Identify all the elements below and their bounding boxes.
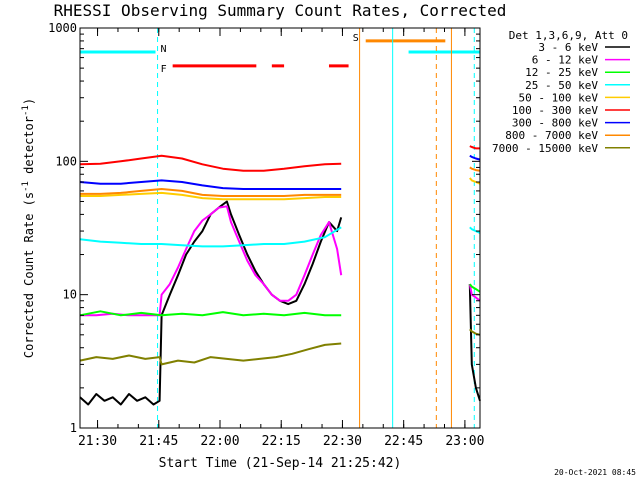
x-tick-label: 23:00 <box>445 434 484 449</box>
series-line <box>469 177 481 185</box>
series-line <box>468 283 481 302</box>
series-line <box>469 166 481 172</box>
x-tick-label: 22:00 <box>200 434 239 449</box>
series-line <box>469 145 480 150</box>
y-tick-label: 100 <box>55 154 77 168</box>
flag-label: F <box>161 64 167 75</box>
legend-label: 300 - 800 keV <box>512 117 598 130</box>
series-lines <box>79 145 481 406</box>
legend-label: 7000 - 15000 keV <box>492 142 598 155</box>
x-tick-label: 21:45 <box>139 434 178 449</box>
y-axis-label: Corrected Count Rate (s-1 detector-1) <box>21 98 36 358</box>
chart-title: RHESSI Observing Summary Count Rates, Co… <box>54 1 507 20</box>
footer-timestamp: 20-Oct-2021 08:45 <box>554 468 636 477</box>
y-tick-label: 1 <box>70 421 77 435</box>
y-tick-label: 1000 <box>48 21 77 35</box>
y-tick-label: 10 <box>63 288 77 302</box>
series-line <box>79 154 342 172</box>
flag-label: N <box>161 44 167 55</box>
series-line <box>79 226 342 248</box>
legend-label: 100 - 300 keV <box>512 104 598 117</box>
series-line <box>469 328 481 336</box>
series-line <box>80 191 342 201</box>
legend-label: 6 - 12 keV <box>532 54 599 67</box>
legend-label: 25 - 50 keV <box>525 79 598 92</box>
x-tick-label: 22:45 <box>384 434 423 449</box>
x-tick-label: 21:30 <box>78 434 117 449</box>
legend-title: Det 1,3,6,9, Att 0 <box>509 29 628 42</box>
series-line <box>79 342 342 366</box>
series-line <box>469 283 481 293</box>
series-line <box>80 188 342 197</box>
series-line <box>469 226 481 234</box>
legend-label: 800 - 7000 keV <box>505 129 598 142</box>
plot-frame <box>79 27 481 429</box>
series-line <box>80 205 343 317</box>
flag-label: S <box>353 33 359 44</box>
x-tick-label: 22:15 <box>262 434 301 449</box>
series-line <box>79 200 343 406</box>
series-line <box>79 310 342 317</box>
vertical-markers <box>157 28 475 428</box>
series-line <box>79 179 342 190</box>
legend-label: 12 - 25 keV <box>525 66 598 79</box>
x-axis-label: Start Time (21-Sep-14 21:25:42) <box>159 456 402 471</box>
legend-label: 3 - 6 keV <box>538 41 598 54</box>
series-line <box>468 284 481 402</box>
x-axis: 21:30 21:45 22:00 22:15 22:30 22:45 23:00 <box>78 28 484 449</box>
legend-label: 50 - 100 keV <box>519 91 599 104</box>
flag-bars: NF S <box>80 33 480 75</box>
x-tick-label: 22:30 <box>323 434 362 449</box>
y-axis: 1 10 100 1000 <box>48 21 480 435</box>
series-line <box>469 154 481 161</box>
